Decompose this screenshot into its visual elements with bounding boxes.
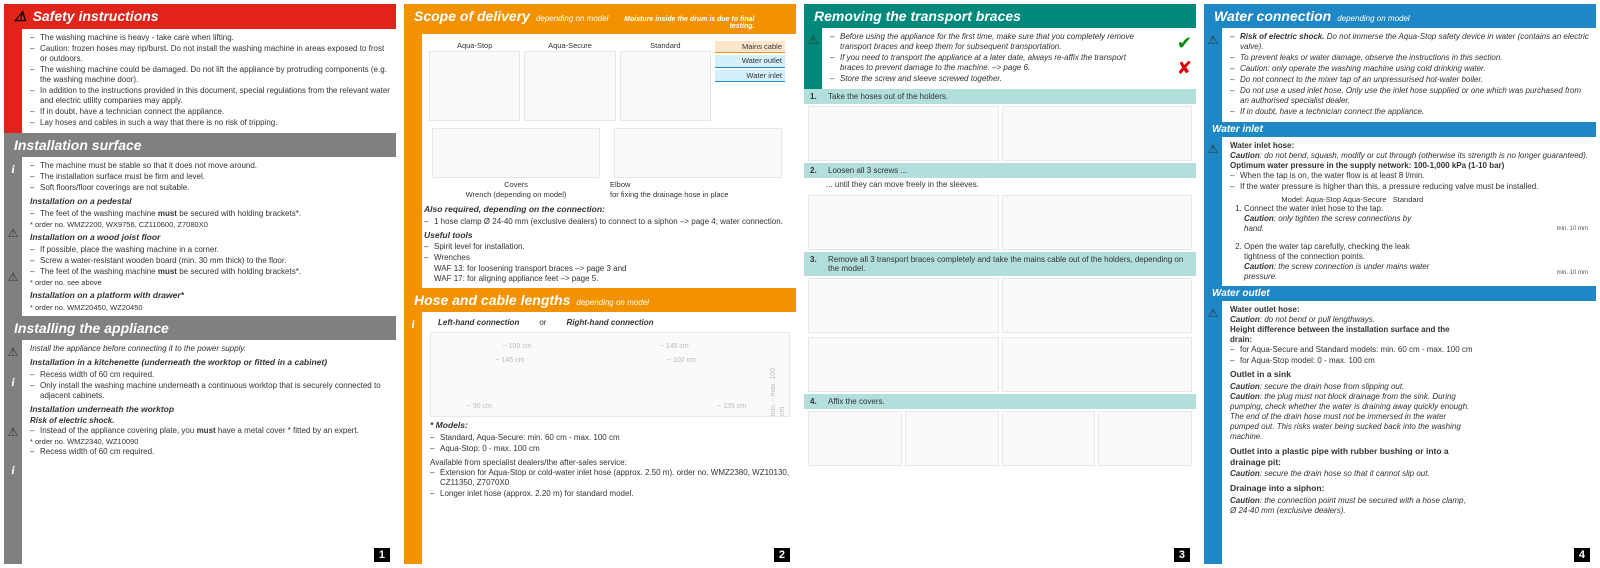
hose-title: Hose and cable lengths	[414, 292, 570, 308]
installing-content: ⚠ Install the appliance before connectin…	[4, 340, 396, 564]
scope-content: Aqua-Stop Aqua-Secure Standard Mains cab…	[404, 34, 796, 288]
installing-title: Installing the appliance	[14, 320, 169, 336]
braces-header: Removing the transport braces	[804, 4, 1196, 28]
warning-icon: ⚠	[5, 424, 21, 440]
mains-cable-label: Mains cable	[715, 41, 785, 53]
outlet-content: ⚠ Water outlet hose: Caution: do not ben…	[1204, 301, 1596, 564]
inlet-diagram-4: min. 10 mm	[1514, 240, 1590, 280]
outlet-diagram-2	[1479, 346, 1590, 384]
inlet-diagram-3	[1435, 240, 1511, 280]
installing-header: Installing the appliance	[4, 316, 396, 340]
right-connection-label: Right-hand connection	[566, 318, 653, 328]
water-warn: ⚠ Risk of electric shock. Do not immerse…	[1204, 28, 1596, 122]
check-icon: ✔	[1177, 32, 1192, 55]
diagram-step1a	[808, 106, 999, 161]
warning-icon: ⚠	[5, 344, 21, 360]
hose-header: Hose and cable lengths depending on mode…	[404, 288, 796, 312]
safety-title: Safety instructions	[33, 8, 159, 24]
diagram-aquastop	[429, 51, 520, 121]
page-number: 4	[1574, 548, 1590, 562]
safety-list: The washing machine is heavy - take care…	[30, 33, 390, 128]
left-connection-label: Left-hand connection	[438, 318, 519, 328]
warning-icon: ⚠	[805, 32, 821, 48]
warning-icon: ⚠	[1205, 305, 1221, 321]
moisture-note: Moisture inside the drum is due to final…	[614, 16, 754, 30]
outlet-diagram-1	[1479, 305, 1590, 343]
info-icon: i	[5, 374, 21, 390]
warning-icon: ⚠	[1205, 141, 1221, 157]
scope-header: Scope of delivery depending on model Moi…	[404, 4, 796, 34]
water-header: Water connection depending on model	[1204, 4, 1596, 28]
warning-icon: ⚠	[1205, 32, 1221, 48]
surface-header: Installation surface	[4, 133, 396, 157]
page-4: Water connection depending on model ⚠ Ri…	[1204, 4, 1596, 564]
diagram-aquasecure	[524, 51, 615, 121]
diagram-step4d	[1098, 411, 1192, 466]
drawer-heading: Installation on a platform with drawer*	[30, 290, 390, 301]
info-icon: i	[5, 161, 21, 177]
pedestal-heading: Installation on a pedestal	[30, 196, 390, 207]
kitchenette-heading: Installation in a kitchenette (underneat…	[30, 357, 390, 368]
surface-content: i The machine must be stable so that it …	[4, 157, 396, 316]
step-2: 2.Loosen all 3 screws ...	[804, 163, 1196, 178]
safety-content: The washing machine is heavy - take care…	[4, 29, 396, 133]
diagram-step3d	[1002, 337, 1193, 392]
info-icon: i	[405, 316, 421, 332]
inlet-diagram-2: min. 10 mm	[1514, 195, 1590, 235]
surface-title: Installation surface	[14, 137, 142, 153]
step-3: 3.Remove all 3 transport braces complete…	[804, 252, 1196, 276]
inlet-content: ⚠ Water inlet hose: Caution: do not bend…	[1204, 137, 1596, 286]
diagram-step1b	[1002, 106, 1193, 161]
water-inlet-label: Water inlet	[715, 70, 785, 82]
wood-heading: Installation on a wood joist floor	[30, 232, 390, 243]
water-outlet-label: Water outlet	[715, 55, 785, 67]
step-1: 1.Take the hoses out of the holders.	[804, 89, 1196, 104]
worktop-heading: Installation underneath the worktop	[30, 404, 390, 415]
diagram-step4a	[808, 411, 902, 466]
diagram-step3a	[808, 278, 999, 333]
cross-icon: ✘	[1177, 57, 1192, 80]
diagram-step4c	[1002, 411, 1096, 466]
outlet-diagram-3	[1479, 387, 1590, 425]
outlet-header: Water outlet	[1204, 286, 1596, 301]
page-number: 2	[774, 548, 790, 562]
warning-icon: ⚠	[5, 269, 21, 285]
warning-icon: ⚠	[5, 225, 21, 241]
page-number: 1	[374, 548, 390, 562]
elbow-diagram	[614, 128, 782, 178]
diagram-step4b	[905, 411, 999, 466]
warning-icon: ⚠	[14, 8, 27, 25]
page-1: ⚠ Safety instructions The washing machin…	[4, 4, 396, 564]
inlet-diagram-1	[1435, 195, 1511, 235]
scope-title: Scope of delivery	[414, 8, 530, 24]
diagram-step2a	[808, 195, 999, 250]
page-2: Scope of delivery depending on model Moi…	[404, 4, 796, 564]
page-3: Removing the transport braces ⚠ ✔ ✘ Befo…	[804, 4, 1196, 564]
covers-diagram	[432, 128, 600, 178]
water-title: Water connection	[1214, 8, 1331, 24]
info-icon: i	[5, 462, 21, 478]
diagram-step3c	[808, 337, 999, 392]
outlet-diagram-4	[1479, 428, 1590, 466]
diagram-standard	[620, 51, 711, 121]
safety-header: ⚠ Safety instructions	[4, 4, 396, 29]
inlet-header: Water inlet	[1204, 122, 1596, 137]
braces-title: Removing the transport braces	[814, 8, 1021, 24]
step-4: 4.Affix the covers.	[804, 394, 1196, 409]
hose-content: i Left-hand connection or Right-hand con…	[404, 312, 796, 564]
braces-warn: ⚠ ✔ ✘ Before using the appliance for the…	[804, 28, 1196, 89]
diagram-step3b	[1002, 278, 1193, 333]
hose-length-diagram: ~ 100 cm ~ 145 cm ~ 90 cm ~ 145 cm ~ 100…	[430, 332, 790, 417]
page-number: 3	[1174, 548, 1190, 562]
diagram-step2b	[1002, 195, 1193, 250]
